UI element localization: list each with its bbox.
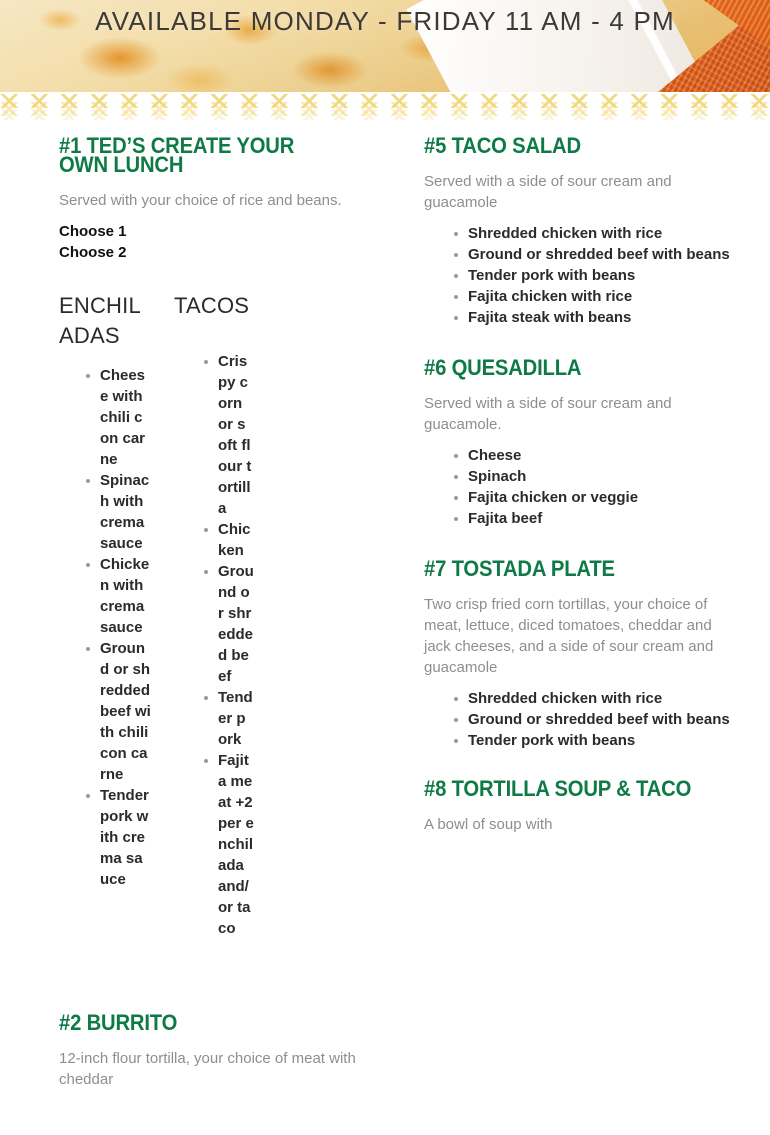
availability-banner-text: AVAILABLE MONDAY - FRIDAY 11 AM - 4 PM	[95, 6, 675, 36]
menu-item-7-options-list: Shredded chicken with rice Ground or shr…	[424, 688, 734, 751]
list-item: Shredded chicken with rice	[454, 223, 734, 244]
list-item: Ground or shredded beef	[204, 563, 254, 685]
enchiladas-heading: ENCHILADAS	[59, 293, 141, 348]
choose-1-label: Choose 1	[59, 223, 127, 240]
menu-item-5-options-list: Shredded chicken with rice Ground or shr…	[424, 223, 734, 328]
tacos-heading: TACOS	[174, 293, 250, 318]
list-item: Ground or shredded beef with chili con c…	[86, 640, 151, 783]
list-item: Fajita steak with beans	[454, 307, 734, 328]
menu-column-left: #1 TED’S CREATE YOUR OWN LUNCH Served wi…	[59, 133, 369, 1100]
list-item: Chicken	[204, 519, 254, 561]
list-item: Cheese with chili con carne	[86, 365, 151, 470]
hero-banner: AVAILABLE MONDAY - FRIDAY 11 AM - 4 PM	[0, 0, 770, 92]
menu-item-2-description: 12-inch flour tortilla, your choice of m…	[59, 1050, 356, 1088]
menu-item-7-description: Two crisp fried corn tortillas, your cho…	[424, 596, 714, 676]
choice-subcolumns: ENCHILADAS Cheese with chili con carne S…	[59, 291, 369, 991]
list-item: Chicken with crema sauce	[86, 556, 150, 636]
menu-item-2-title: #2 BURRITO	[59, 1010, 178, 1035]
list-item: Fajita chicken with rice	[454, 286, 734, 307]
zigzag-row-3	[0, 109, 770, 120]
list-item: Fajita chicken or veggie	[454, 487, 734, 508]
enchiladas-column: ENCHILADAS Cheese with chili con carne S…	[59, 291, 151, 890]
list-item: Tender pork with beans	[454, 265, 734, 286]
menu-body: #1 TED’S CREATE YOUR OWN LUNCH Served wi…	[0, 120, 770, 1089]
tacos-column: TACOS Crispy corn or soft flour tortilla…	[174, 291, 254, 939]
menu-item-2: #2 BURRITO 12-inch flour tortilla, your …	[59, 1010, 369, 1090]
menu-item-1-title: #1 TED’S CREATE YOUR OWN LUNCH	[59, 133, 295, 177]
menu-item-6-title: #6 QUESADILLA	[424, 355, 582, 380]
zigzag-row-2	[0, 102, 770, 116]
menu-column-right: #5 TACO SALAD Served with a side of sour…	[424, 133, 734, 845]
list-item: Crispy corn or soft flour tortilla	[204, 351, 254, 519]
menu-item-1-description: Served with your choice of rice and bean…	[59, 192, 342, 209]
menu-item-6-options-list: Cheese Spinach Fajita chicken or veggie …	[424, 445, 734, 529]
list-item: Ground or shredded beef with beans	[454, 709, 734, 730]
menu-item-5-description: Served with a side of sour cream and gua…	[424, 173, 672, 211]
list-item: Fajita beef	[454, 508, 734, 529]
menu-item-5-title: #5 TACO SALAD	[424, 133, 581, 158]
enchiladas-options-list: Cheese with chili con carne Spinach with…	[59, 365, 151, 890]
menu-item-6-description: Served with a side of sour cream and gua…	[424, 395, 672, 433]
list-item: Shredded chicken with rice	[454, 688, 734, 709]
list-item: Spinach	[454, 466, 734, 487]
list-item: Spinach with crema sauce	[86, 472, 150, 552]
list-item: Ground or shredded beef with beans	[454, 244, 734, 265]
list-item: Tender pork with beans	[454, 730, 734, 751]
list-item: Tender pork	[204, 689, 253, 748]
list-item: Cheese	[454, 445, 734, 466]
menu-item-7-title: #7 TOSTADA PLATE	[424, 556, 615, 581]
menu-item-8-description: A bowl of soup with	[424, 816, 553, 833]
choose-2-label: Choose 2	[59, 244, 127, 261]
menu-item-8-title: #8 TORTILLA SOUP & TACO	[424, 776, 692, 801]
list-item: Fajita meat +2 per enchilada and/or taco	[204, 752, 254, 937]
tacos-options-list: Crispy corn or soft flour tortilla Chick…	[174, 351, 254, 939]
list-item: Tender pork with crema sauce	[86, 785, 151, 890]
zigzag-divider	[0, 92, 770, 120]
